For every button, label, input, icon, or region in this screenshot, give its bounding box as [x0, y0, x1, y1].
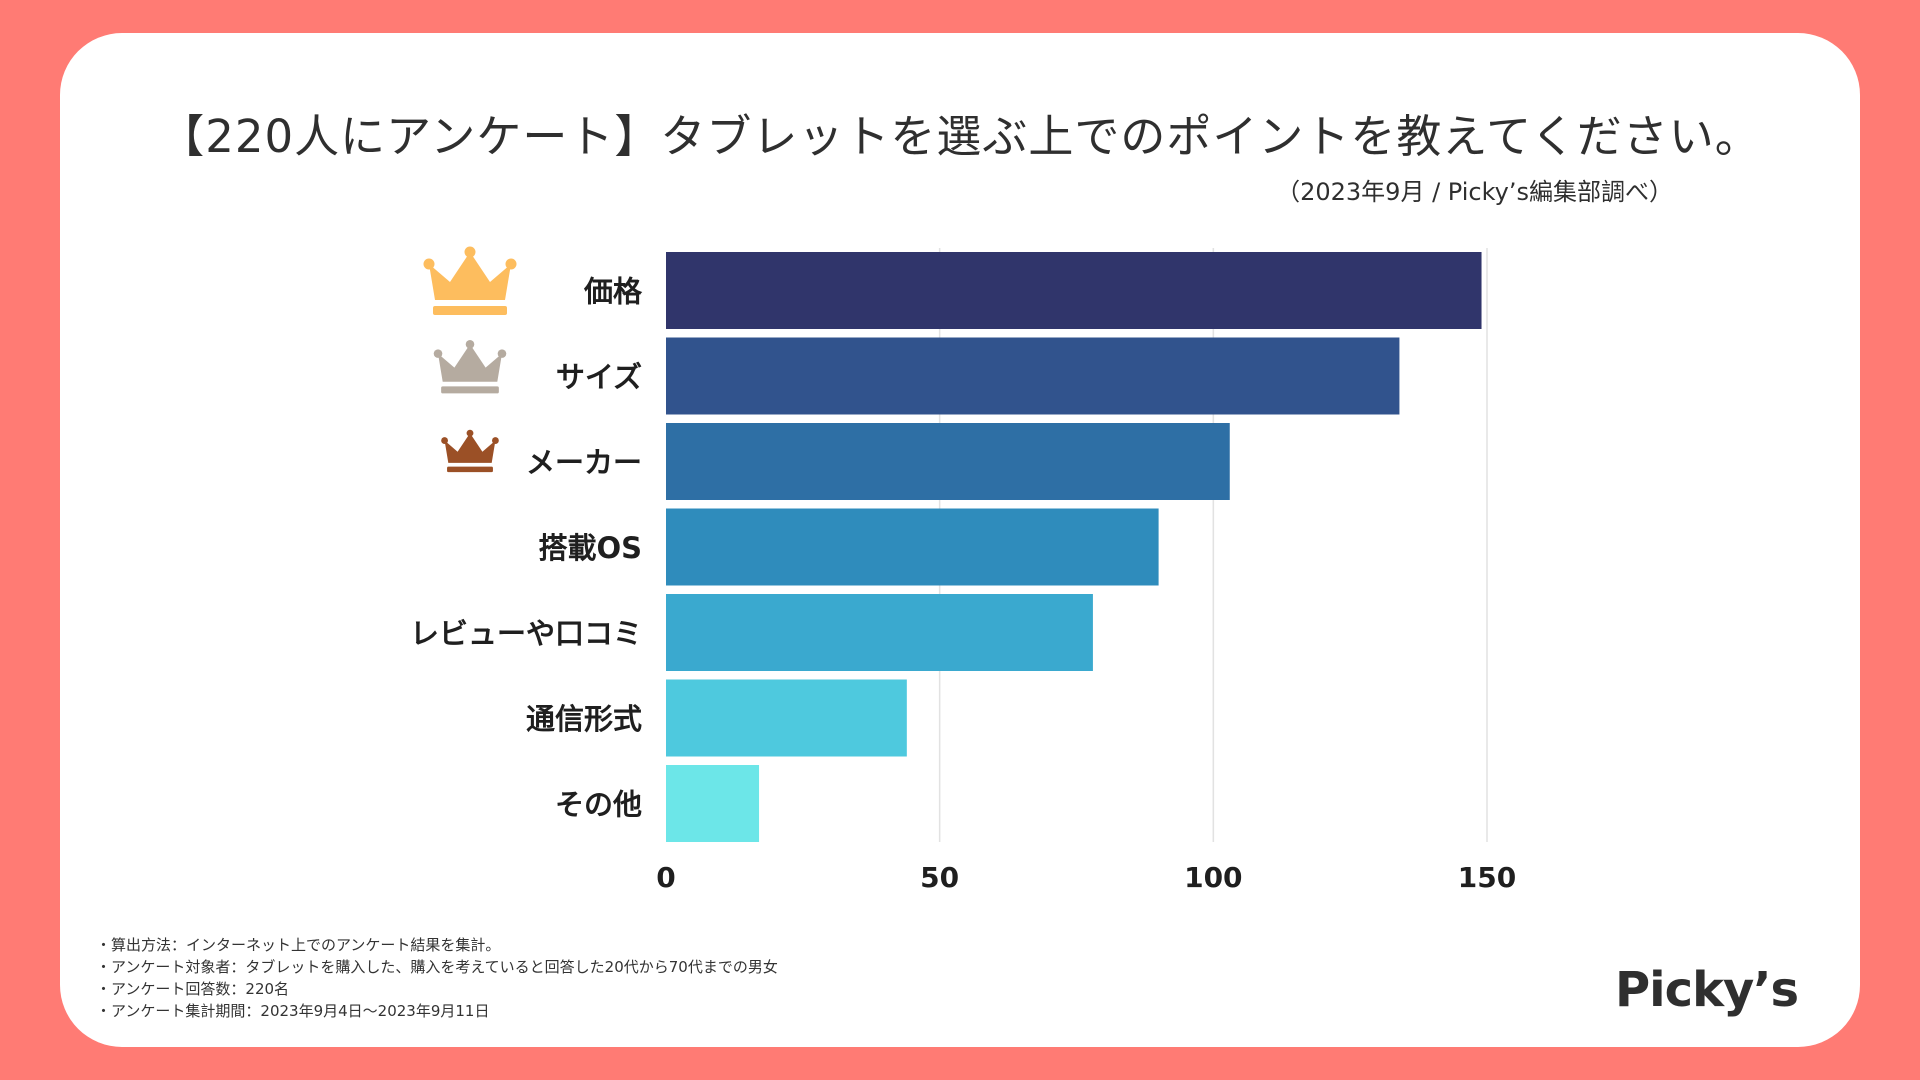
category-label-6: その他 [555, 788, 642, 822]
bar-3 [666, 508, 1159, 586]
chart-title: 【220人にアンケート】タブレットを選ぶ上でのポイントを教えてください。 [159, 110, 1761, 163]
category-label-1: サイズ [556, 360, 642, 394]
pickys-logo: Picky’s [1615, 962, 1799, 1018]
category-label-0: 価格 [583, 275, 643, 309]
category-label-2: メーカー [526, 446, 642, 480]
category-label-5: 通信形式 [526, 702, 642, 736]
note-count: ・アンケート回答数：220名 [96, 980, 290, 998]
bar-6 [666, 765, 760, 842]
tick-label-150: 150 [1458, 861, 1516, 894]
bar-4 [666, 594, 1093, 671]
bar-1 [666, 337, 1400, 415]
tick-label-0: 0 [656, 861, 675, 894]
note-target: ・アンケート対象者：タブレットを購入した、購入を考えていると回答した20代から7… [96, 958, 778, 976]
gold-crown-icon [423, 246, 517, 315]
category-label-3: 搭載OS [538, 531, 642, 565]
category-label-4: レビューや口コミ [410, 617, 642, 651]
bar-5 [666, 679, 907, 757]
tick-label-50: 50 [920, 861, 959, 894]
chart-subtitle: （2023年9月 / Picky’s編集部調べ） [1276, 178, 1673, 206]
bar-2 [666, 423, 1230, 500]
note-method: ・算出方法：インターネット上でのアンケート結果を集計。 [96, 936, 501, 954]
silver-crown-icon [433, 339, 507, 394]
bronze-crown-icon [441, 429, 499, 473]
tick-label-100: 100 [1184, 861, 1242, 894]
note-period: ・アンケート集計期間：2023年9月4日〜2023年9月11日 [96, 1002, 490, 1020]
bar-0 [666, 252, 1482, 329]
survey-notes: ・算出方法：インターネット上でのアンケート結果を集計。 ・アンケート対象者：タブ… [96, 934, 778, 1022]
